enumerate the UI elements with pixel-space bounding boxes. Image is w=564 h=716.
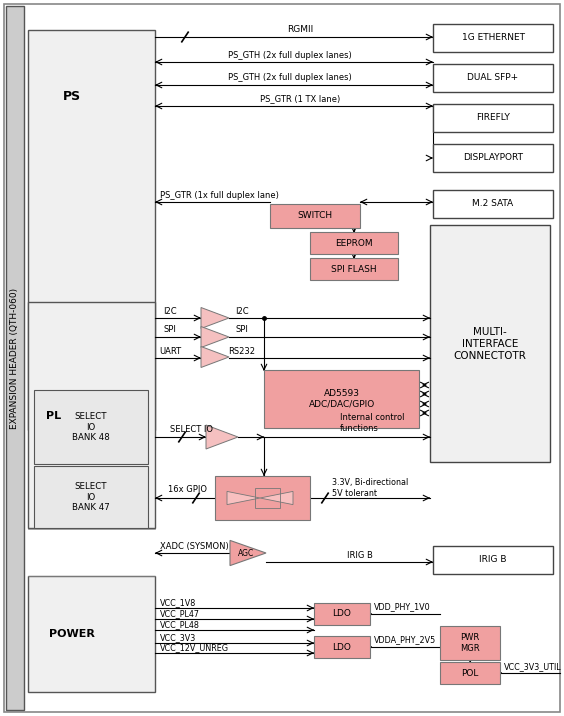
Polygon shape (201, 307, 229, 329)
Text: VCC_PL48: VCC_PL48 (160, 621, 200, 629)
Text: VCC_1V8: VCC_1V8 (160, 599, 196, 607)
Text: IRIG B: IRIG B (479, 556, 506, 564)
Text: VCC_3V3_UTIL: VCC_3V3_UTIL (504, 662, 562, 672)
Polygon shape (201, 347, 229, 367)
Text: POL: POL (461, 669, 479, 677)
Text: M.2 SATA: M.2 SATA (473, 200, 514, 208)
Text: AD5593
ADC/DAC/GPIO: AD5593 ADC/DAC/GPIO (309, 390, 375, 409)
Bar (215, 476, 310, 520)
Text: PS: PS (63, 90, 81, 102)
Text: EXPANSION HEADER (QTH-060): EXPANSION HEADER (QTH-060) (11, 287, 20, 429)
Bar (433, 24, 553, 52)
Text: VCC_PL47: VCC_PL47 (160, 609, 200, 619)
Text: PS_GTH (2x full duplex lanes): PS_GTH (2x full duplex lanes) (228, 51, 352, 59)
Bar (255, 488, 280, 508)
Bar (6, 6, 24, 710)
Bar (433, 144, 553, 172)
Text: DUAL SFP+: DUAL SFP+ (468, 74, 518, 82)
Text: FIREFLY: FIREFLY (476, 114, 510, 122)
Text: SELECT IO: SELECT IO (170, 425, 213, 435)
Text: VCC_12V_UNREG: VCC_12V_UNREG (160, 644, 229, 652)
Text: I2C: I2C (235, 306, 249, 316)
Text: SELECT
IO
BANK 47: SELECT IO BANK 47 (72, 482, 110, 512)
Text: PL: PL (46, 411, 61, 421)
Text: AGC: AGC (238, 548, 254, 558)
Bar (314, 636, 370, 658)
Bar (270, 204, 360, 228)
Text: EEPROM: EEPROM (335, 238, 373, 248)
Polygon shape (201, 326, 229, 347)
Text: PS_GTR (1x full duplex lane): PS_GTR (1x full duplex lane) (160, 190, 279, 200)
Text: I2C: I2C (163, 306, 177, 316)
Text: DISPLAYPORT: DISPLAYPORT (463, 153, 523, 163)
Bar (440, 662, 500, 684)
Bar (34, 466, 148, 528)
Text: PS_GTR (1 TX lane): PS_GTR (1 TX lane) (260, 95, 340, 104)
Bar (433, 64, 553, 92)
Bar (433, 104, 553, 132)
Bar (28, 576, 155, 692)
Text: IRIG B: IRIG B (347, 551, 373, 559)
Text: VDD_PHY_1V0: VDD_PHY_1V0 (374, 602, 431, 611)
Text: UART: UART (159, 347, 181, 356)
Text: POWER: POWER (49, 629, 95, 639)
Polygon shape (230, 541, 266, 566)
Bar (430, 225, 550, 462)
Text: PS_GTH (2x full duplex lanes): PS_GTH (2x full duplex lanes) (228, 74, 352, 82)
Text: XADC (SYSMON): XADC (SYSMON) (160, 541, 229, 551)
Text: SPI FLASH: SPI FLASH (331, 264, 377, 274)
Polygon shape (260, 491, 293, 505)
Bar (314, 603, 370, 625)
Text: PWR
MGR: PWR MGR (460, 633, 480, 653)
Text: SPI: SPI (164, 326, 177, 334)
Bar (433, 546, 553, 574)
Text: Internal control
functions: Internal control functions (340, 413, 404, 432)
Text: MULTI-
INTERFACE
CONNECTOTR: MULTI- INTERFACE CONNECTOTR (453, 327, 526, 361)
Text: VDDA_PHY_2V5: VDDA_PHY_2V5 (374, 636, 436, 644)
Bar (28, 302, 155, 528)
Text: LDO: LDO (333, 609, 351, 619)
Bar (433, 190, 553, 218)
Polygon shape (227, 491, 260, 505)
Text: RS232: RS232 (228, 347, 255, 356)
Text: RGMII: RGMII (287, 24, 313, 34)
Polygon shape (206, 425, 238, 449)
Text: SELECT
IO
BANK 48: SELECT IO BANK 48 (72, 412, 110, 442)
Bar (34, 390, 148, 464)
Text: LDO: LDO (333, 642, 351, 652)
Bar (28, 30, 155, 430)
Text: 1G ETHERNET: 1G ETHERNET (461, 34, 525, 42)
Text: VCC_3V3: VCC_3V3 (160, 634, 196, 642)
Text: SWITCH: SWITCH (297, 211, 333, 221)
Bar (310, 232, 398, 254)
Text: SPI: SPI (236, 326, 248, 334)
Text: 3.3V, Bi-directional
5V tolerant: 3.3V, Bi-directional 5V tolerant (332, 478, 408, 498)
Bar (264, 370, 419, 428)
Bar (440, 626, 500, 660)
Text: 16x GPIO: 16x GPIO (168, 485, 207, 495)
Bar (310, 258, 398, 280)
